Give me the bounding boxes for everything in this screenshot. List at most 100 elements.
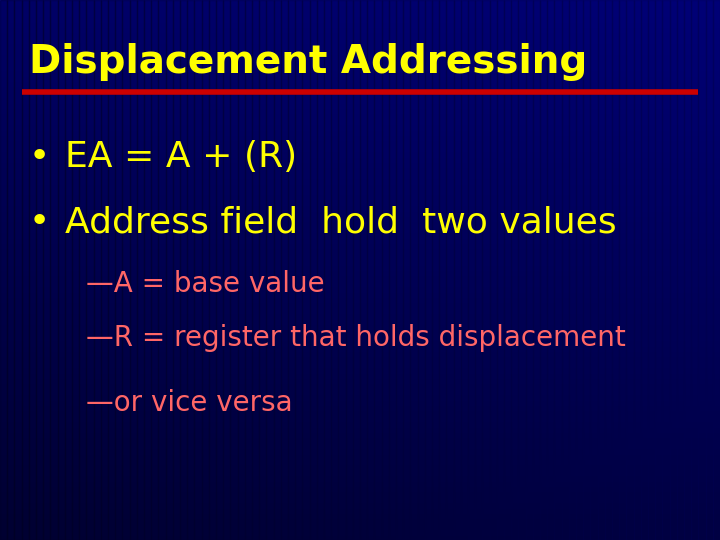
Bar [324,0,331,540]
Bar [0,232,720,238]
Bar [0,502,720,508]
Bar [173,0,180,540]
Bar [547,0,554,540]
Bar [713,0,720,540]
Bar [662,0,670,540]
Bar [706,0,713,540]
Bar [0,416,720,421]
Bar [0,227,720,232]
Bar [0,119,720,124]
Bar [389,0,396,540]
Bar [468,0,475,540]
Bar [0,518,720,524]
Bar [58,0,65,540]
Bar [0,378,720,383]
Text: —or vice versa: —or vice versa [86,389,293,417]
Bar [180,0,187,540]
Bar [0,335,720,340]
Bar [612,0,619,540]
Bar [0,86,720,92]
Bar [0,97,720,103]
Bar [0,146,720,151]
Bar [0,70,720,76]
Bar [576,0,583,540]
Bar [0,297,720,302]
Bar [0,362,720,367]
Bar [0,113,720,119]
Bar [0,427,720,432]
Bar [382,0,389,540]
Bar [0,108,720,113]
Bar [655,0,662,540]
Bar [475,0,482,540]
Bar [0,454,720,459]
Bar [0,351,720,356]
Bar [0,0,7,540]
Bar [0,76,720,81]
Bar [302,0,310,540]
Bar [310,0,317,540]
Bar [0,319,720,324]
Bar [0,340,720,346]
Bar [72,0,79,540]
Bar [50,0,58,540]
Bar [0,130,720,135]
Bar [0,38,720,43]
Bar [0,410,720,416]
Bar [554,0,562,540]
Bar [187,0,194,540]
Bar [0,5,720,11]
Text: EA = A + (R): EA = A + (R) [65,140,297,174]
Bar [79,0,86,540]
Bar [511,0,518,540]
Bar [0,173,720,178]
Bar [497,0,504,540]
Bar [0,162,720,167]
Bar [0,464,720,470]
Text: —R = register that holds displacement: —R = register that holds displacement [86,324,626,352]
Bar [0,22,720,27]
Bar [634,0,641,540]
Bar [648,0,655,540]
Bar [252,0,259,540]
Bar [0,205,720,211]
Bar [0,497,720,502]
Bar [670,0,677,540]
Bar [490,0,497,540]
Bar [0,0,720,5]
Bar [0,524,720,529]
Bar [0,184,720,189]
Bar [0,54,720,59]
Bar [626,0,634,540]
Bar [0,200,720,205]
Bar [0,167,720,173]
Bar [43,0,50,540]
Bar [403,0,410,540]
Bar [0,302,720,308]
Bar [29,0,36,540]
Bar [410,0,418,540]
Bar [0,65,720,70]
Bar [0,486,720,491]
Bar [0,140,720,146]
Bar [238,0,245,540]
Bar [0,405,720,410]
Bar [0,265,720,270]
Bar [0,448,720,454]
Bar [0,157,720,162]
Bar [0,459,720,464]
Bar [0,27,720,32]
Text: Address field  hold  two values: Address field hold two values [65,205,616,239]
Bar [0,389,720,394]
Bar [108,0,115,540]
Bar [0,281,720,286]
Bar [331,0,338,540]
Bar [0,43,720,49]
Bar [94,0,101,540]
Bar [0,313,720,319]
Bar [482,0,490,540]
Bar [144,0,151,540]
Bar [0,248,720,254]
Bar [0,16,720,22]
Bar [0,324,720,329]
